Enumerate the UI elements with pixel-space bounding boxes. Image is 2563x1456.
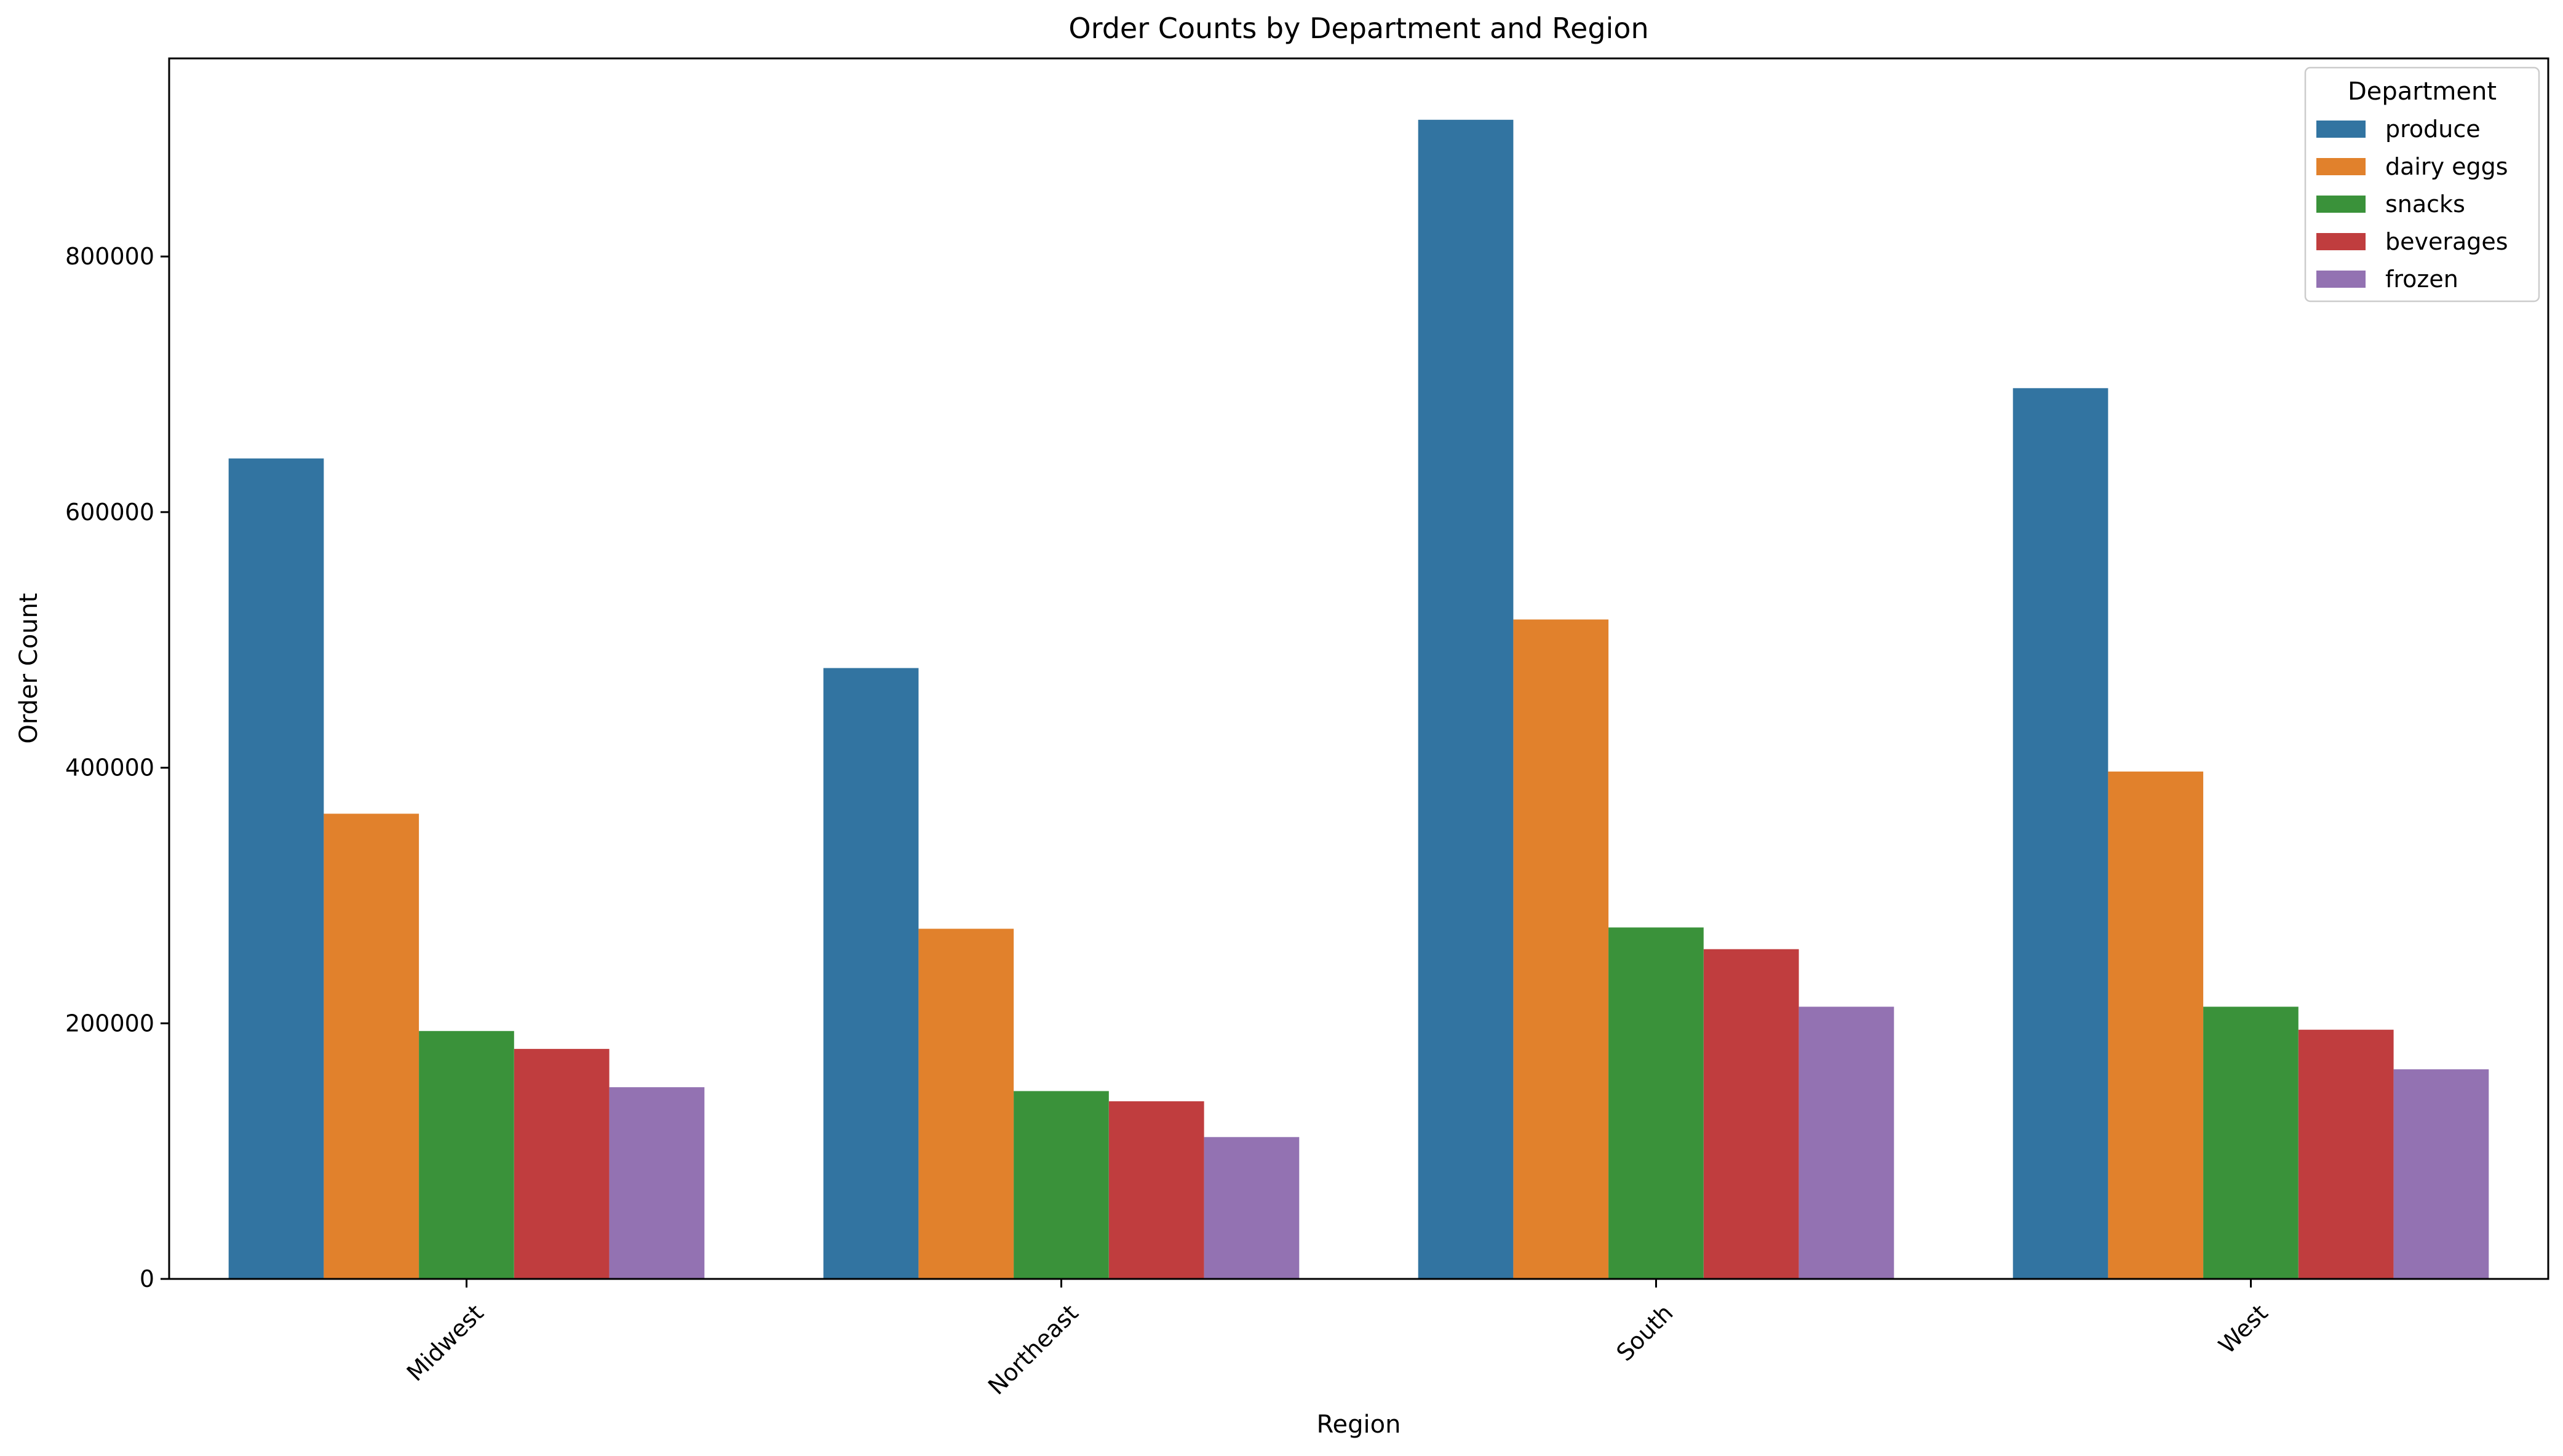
bar-dairy-eggs-south <box>1513 619 1609 1279</box>
bar-snacks-midwest <box>419 1031 514 1279</box>
bar-beverages-south <box>1703 949 1799 1279</box>
bar-beverages-midwest <box>514 1048 610 1279</box>
legend-label-beverages: beverages <box>2385 228 2508 255</box>
y-axis: 0 200000 400000 600000 800000 <box>65 243 169 1292</box>
bar-produce-west <box>2013 388 2108 1279</box>
y-tick-label: 800000 <box>65 243 154 270</box>
bar-dairy-eggs-northeast <box>918 928 1014 1279</box>
bars-group <box>228 119 2489 1279</box>
bar-snacks-west <box>2203 1007 2299 1279</box>
legend-swatch-beverages <box>2316 233 2366 250</box>
bar-beverages-west <box>2298 1029 2394 1279</box>
chart-title: Order Counts by Department and Region <box>1068 12 1648 45</box>
bar-dairy-eggs-midwest <box>324 813 419 1279</box>
bar-produce-midwest <box>228 458 324 1279</box>
legend-swatch-snacks <box>2316 196 2366 213</box>
bar-snacks-south <box>1608 927 1704 1279</box>
bar-frozen-west <box>2393 1069 2489 1279</box>
legend-swatch-produce <box>2316 121 2366 138</box>
x-axis-label: Region <box>1317 1410 1401 1439</box>
bar-produce-south <box>1418 119 1514 1279</box>
bar-frozen-midwest <box>609 1087 705 1279</box>
bar-snacks-northeast <box>1014 1091 1109 1279</box>
y-tick-label: 400000 <box>65 754 154 781</box>
plot-frame <box>168 57 2549 1280</box>
bar-frozen-south <box>1798 1007 1894 1279</box>
y-tick-label: 600000 <box>65 499 154 526</box>
y-tick-label: 0 <box>140 1265 154 1292</box>
legend-title: Department <box>2348 77 2497 106</box>
legend: Department produce dairy eggs snacks beverag… <box>2304 66 2540 303</box>
legend-label-frozen: frozen <box>2385 266 2458 293</box>
bar-dairy-eggs-west <box>2108 771 2204 1279</box>
legend-label-produce: produce <box>2385 116 2481 143</box>
legend-label-dairy-eggs: dairy eggs <box>2385 153 2508 180</box>
legend-swatch-frozen <box>2316 271 2366 288</box>
legend-label-snacks: snacks <box>2385 191 2465 218</box>
legend-swatch-dairy-eggs <box>2316 158 2366 175</box>
bar-frozen-northeast <box>1204 1137 1300 1279</box>
y-axis-label: Order Count <box>15 593 43 743</box>
bar-beverages-northeast <box>1108 1101 1204 1279</box>
bar-produce-northeast <box>823 668 919 1279</box>
y-tick-label: 200000 <box>65 1010 154 1037</box>
